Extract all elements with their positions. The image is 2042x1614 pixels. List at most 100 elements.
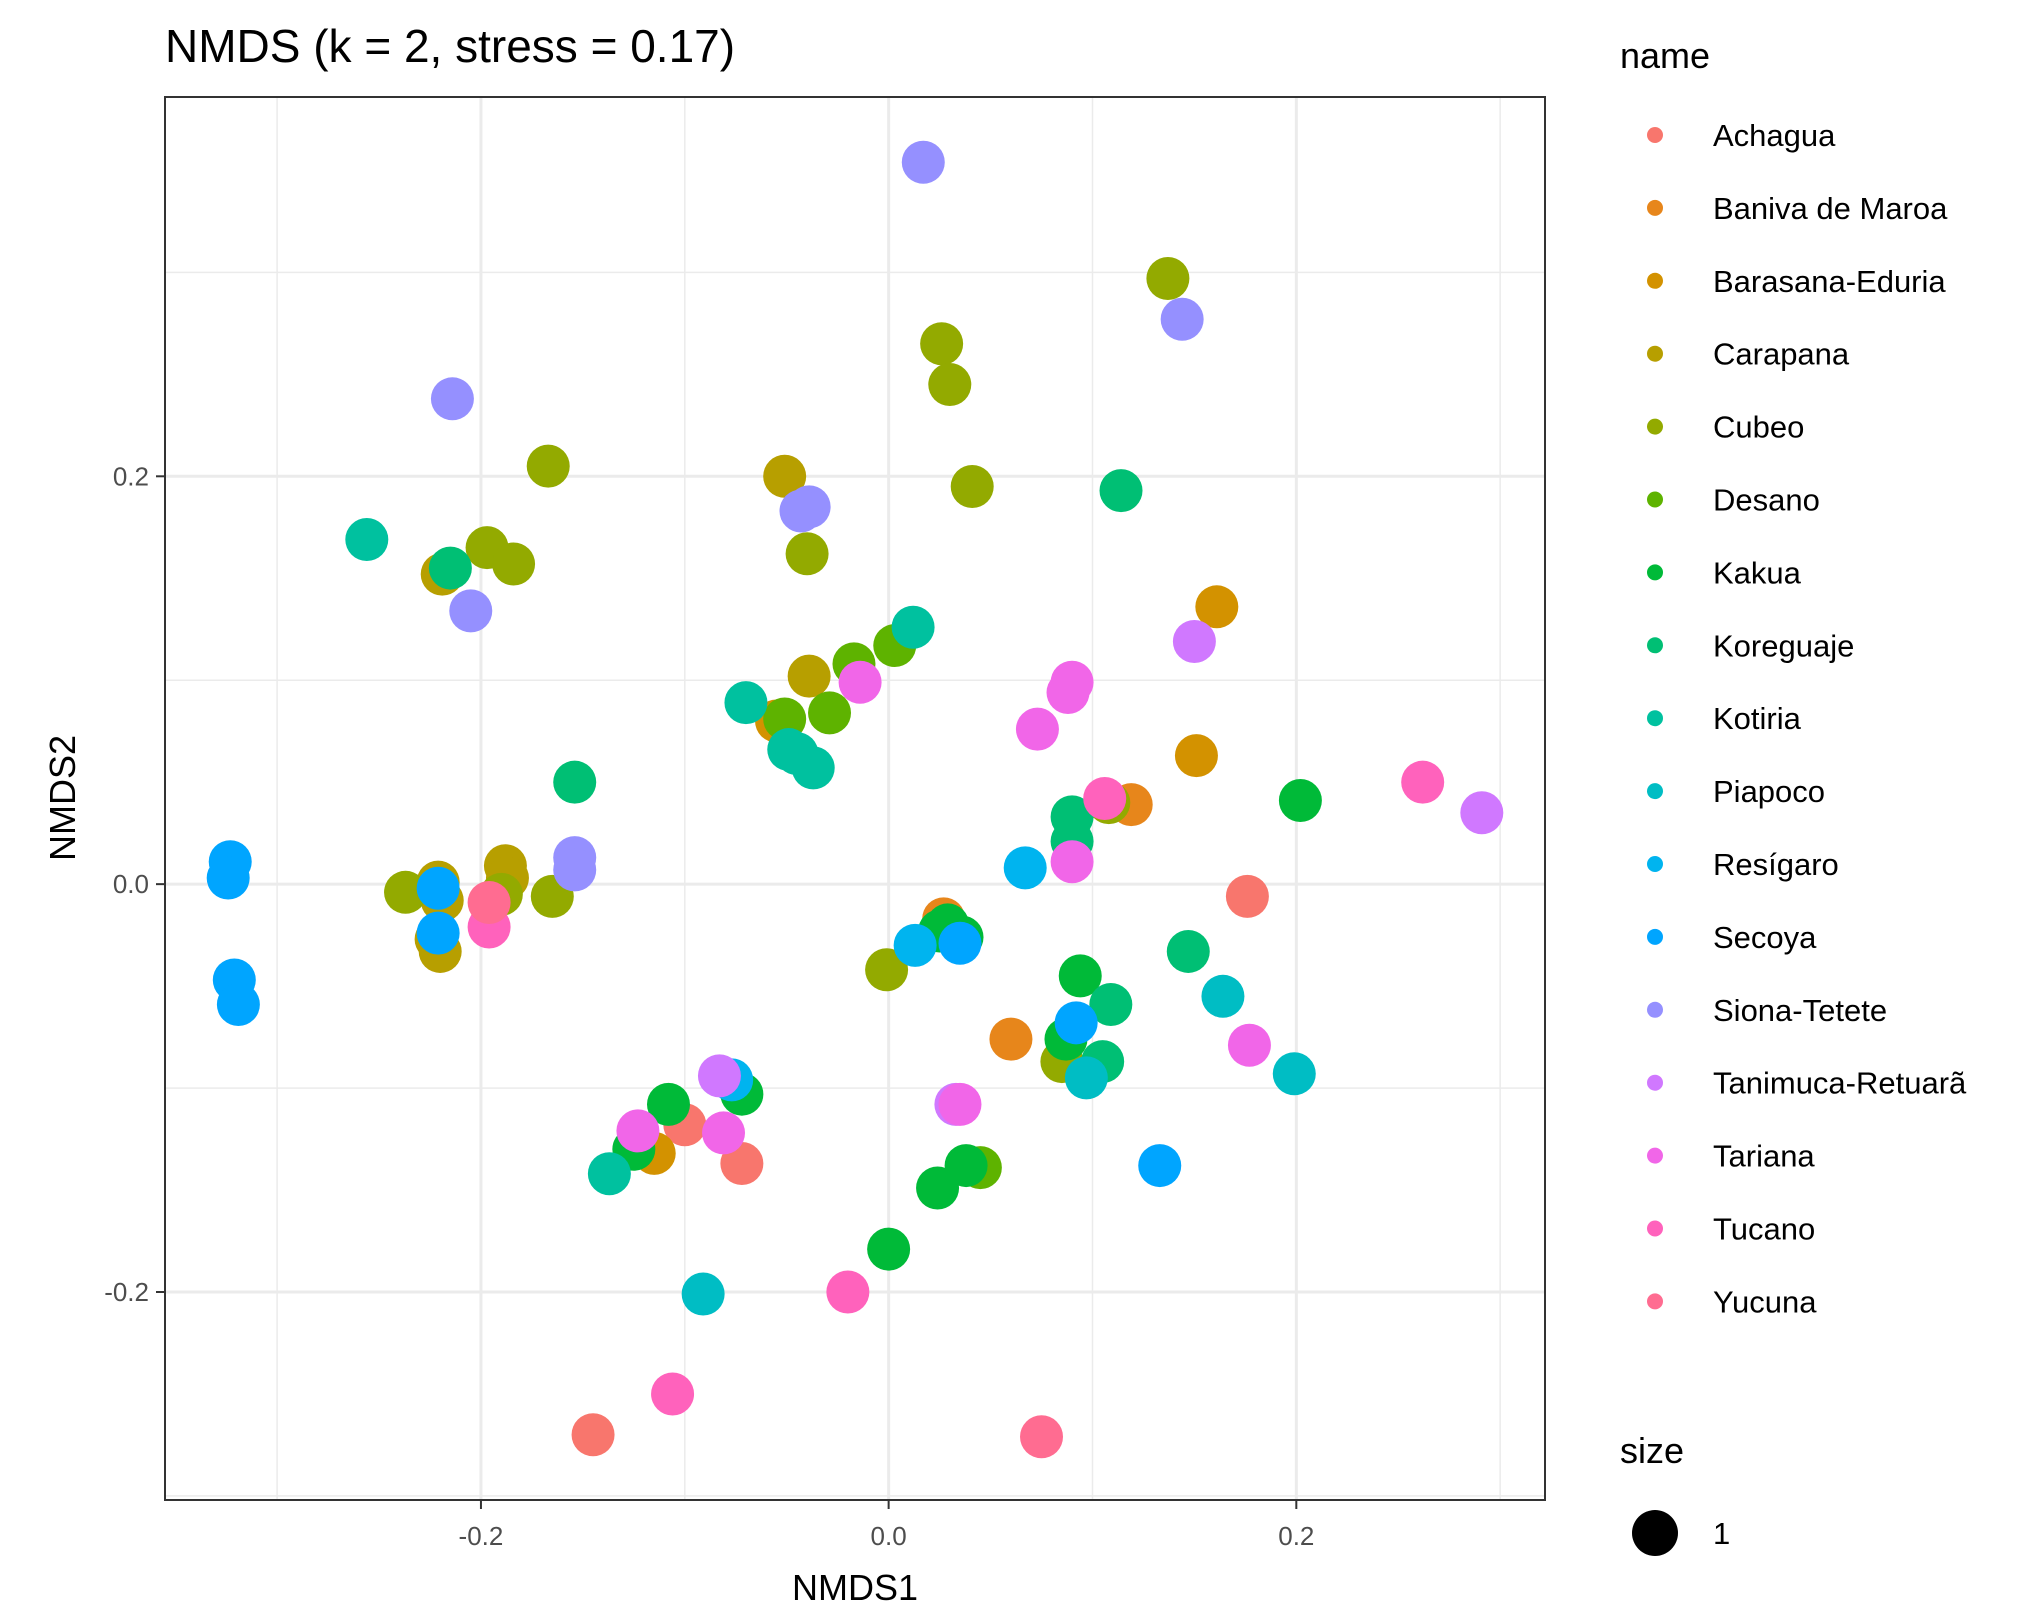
data-point bbox=[553, 848, 597, 892]
data-point bbox=[928, 363, 972, 407]
data-point bbox=[1174, 734, 1218, 778]
legend-swatch bbox=[1647, 418, 1663, 435]
data-point bbox=[791, 746, 835, 790]
data-point bbox=[865, 948, 909, 992]
data-point bbox=[1278, 779, 1322, 823]
data-point bbox=[616, 1109, 660, 1153]
legend-label: Barasana-Eduria bbox=[1713, 264, 1946, 299]
x-tick-label: -0.2 bbox=[459, 1521, 504, 1551]
data-point bbox=[826, 1270, 870, 1314]
data-point bbox=[345, 518, 389, 562]
plot-border bbox=[164, 96, 1546, 1501]
data-point bbox=[867, 1227, 911, 1271]
legend-swatch bbox=[1647, 783, 1663, 800]
data-point bbox=[526, 444, 570, 488]
data-point bbox=[1089, 982, 1133, 1026]
data-point bbox=[1272, 1052, 1316, 1096]
data-point bbox=[216, 982, 260, 1026]
legend-label: Achagua bbox=[1713, 118, 1836, 153]
x-axis-title: NMDS1 bbox=[792, 1567, 918, 1608]
legend-label: Piapoco bbox=[1713, 774, 1825, 809]
legend-label: Siona-Tetete bbox=[1713, 993, 1887, 1028]
legend-label: Cubeo bbox=[1713, 410, 1804, 445]
data-point bbox=[571, 1413, 615, 1457]
data-point bbox=[492, 542, 536, 586]
legend-swatch bbox=[1647, 345, 1663, 362]
legend-label: Kotiria bbox=[1713, 701, 1802, 736]
data-point bbox=[1138, 1144, 1182, 1188]
data-point bbox=[901, 140, 945, 184]
data-point bbox=[1099, 469, 1143, 513]
y-axis-title: NMDS2 bbox=[42, 735, 83, 861]
data-point bbox=[1201, 974, 1245, 1018]
data-point bbox=[416, 866, 460, 910]
data-point bbox=[1460, 791, 1504, 835]
legend-label: Koreguaje bbox=[1713, 628, 1854, 663]
legend-size-title: size bbox=[1620, 1430, 1684, 1471]
y-tick-label: -0.2 bbox=[104, 1277, 149, 1307]
y-axis-ticks: -0.2 0.0 0.2 bbox=[104, 461, 165, 1307]
legend-swatch bbox=[1647, 272, 1663, 289]
legend-swatch bbox=[1647, 564, 1663, 581]
legend-label: Carapana bbox=[1713, 337, 1850, 372]
legend-swatch bbox=[1647, 1293, 1663, 1310]
data-point bbox=[430, 377, 474, 421]
x-tick-label: 0.2 bbox=[1278, 1521, 1314, 1551]
data-point bbox=[1166, 929, 1210, 973]
data-point bbox=[1050, 840, 1094, 884]
legend-label: Tucano bbox=[1713, 1212, 1815, 1247]
data-point bbox=[1003, 846, 1047, 890]
data-point bbox=[206, 856, 250, 900]
legend-label: Tanimuca-Retuarã bbox=[1713, 1066, 1967, 1101]
data-point bbox=[893, 923, 937, 967]
data-point bbox=[467, 881, 511, 925]
data-point bbox=[944, 1144, 988, 1188]
legend-swatch bbox=[1647, 856, 1663, 872]
data-point bbox=[702, 1111, 746, 1155]
legend-swatch bbox=[1647, 1074, 1663, 1091]
plot-area bbox=[164, 96, 1546, 1501]
data-point bbox=[1083, 777, 1127, 820]
data-point bbox=[808, 691, 852, 735]
data-point bbox=[1015, 707, 1059, 751]
data-point bbox=[1225, 874, 1269, 918]
legend-label: Resígaro bbox=[1713, 847, 1839, 882]
data-point bbox=[763, 454, 807, 498]
data-point bbox=[1054, 1001, 1098, 1045]
data-point bbox=[428, 546, 472, 590]
legend-label: Baniva de Maroa bbox=[1713, 191, 1948, 226]
legend: name Achagua Baniva de Maroa Barasana-Edur… bbox=[1620, 35, 1967, 1556]
legend-color-title: name bbox=[1620, 35, 1710, 76]
x-axis-ticks: -0.2 0.0 0.2 bbox=[459, 1500, 1314, 1551]
data-point bbox=[938, 921, 982, 965]
data-point bbox=[920, 322, 964, 366]
legend-swatch bbox=[1647, 1001, 1663, 1018]
data-point bbox=[1146, 256, 1190, 300]
data-point bbox=[587, 1152, 631, 1196]
data-points bbox=[206, 140, 1504, 1459]
data-point bbox=[651, 1372, 695, 1416]
legend-swatch bbox=[1647, 199, 1663, 216]
data-point bbox=[416, 911, 460, 955]
legend-swatch bbox=[1647, 710, 1663, 727]
legend-items: Achagua Baniva de Maroa Barasana-Eduria Car… bbox=[1647, 118, 1967, 1319]
legend-label: Desano bbox=[1713, 483, 1820, 518]
data-point bbox=[681, 1272, 725, 1316]
data-point bbox=[1401, 760, 1445, 804]
legend-label: Kakua bbox=[1713, 555, 1802, 590]
legend-swatch bbox=[1647, 1147, 1663, 1164]
legend-label: Yucuna bbox=[1713, 1284, 1817, 1319]
chart-title: NMDS (k = 2, stress = 0.17) bbox=[165, 20, 735, 72]
legend-swatch bbox=[1647, 928, 1663, 945]
data-point bbox=[838, 660, 882, 704]
data-point bbox=[724, 681, 768, 725]
legend-label: Tariana bbox=[1713, 1139, 1815, 1174]
data-point bbox=[1020, 1415, 1064, 1459]
data-point bbox=[646, 1082, 690, 1126]
data-point bbox=[553, 760, 597, 804]
legend-swatch bbox=[1647, 127, 1663, 143]
x-tick-label: 0.0 bbox=[871, 1521, 907, 1551]
data-point bbox=[950, 464, 994, 508]
legend-swatch bbox=[1647, 1220, 1663, 1237]
